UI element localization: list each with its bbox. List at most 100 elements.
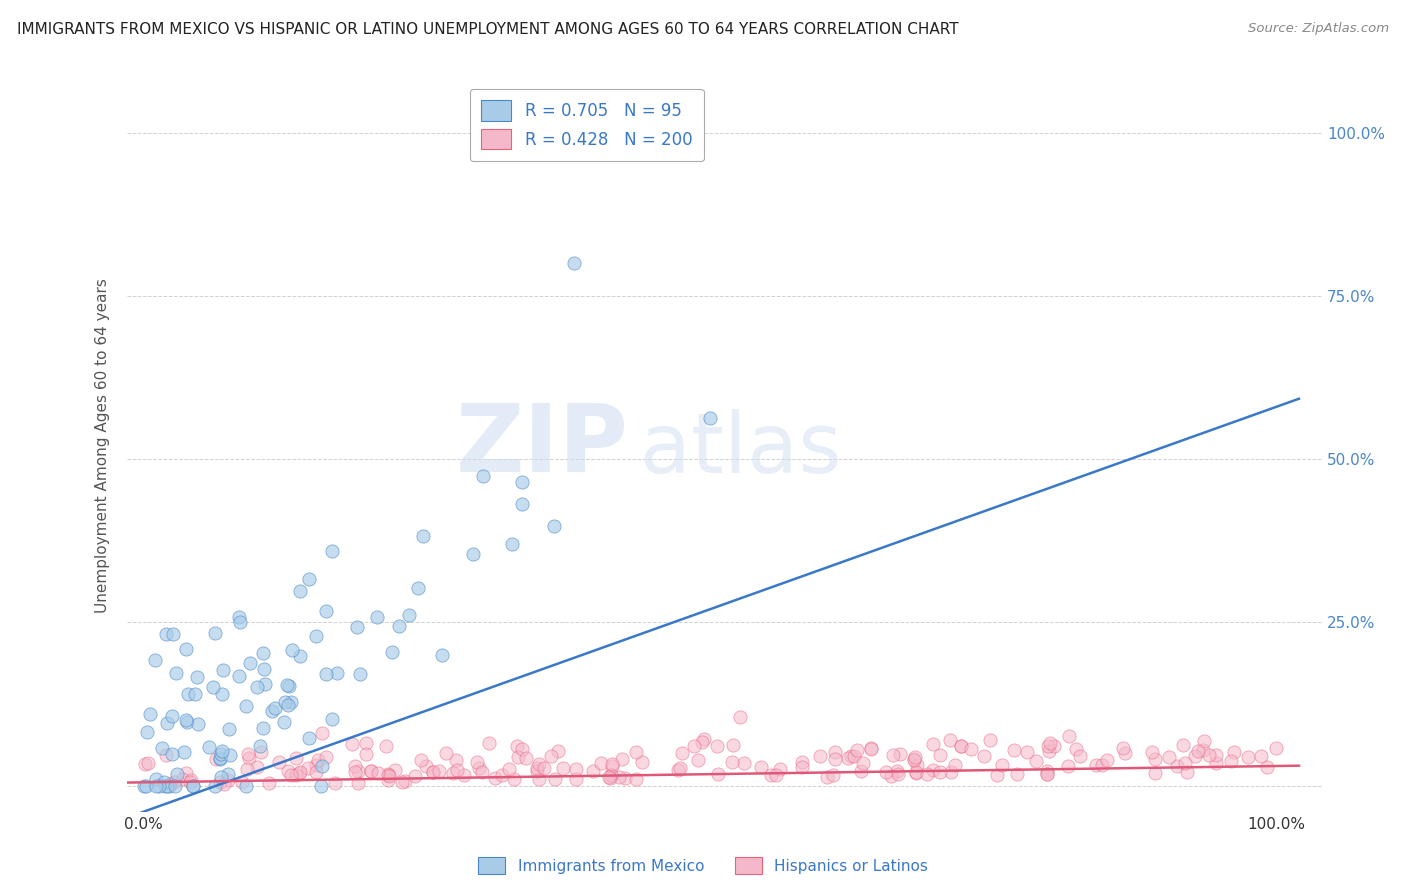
Point	[824, 751, 846, 765]
Point	[409, 753, 432, 767]
Point	[155, 715, 177, 730]
Point	[1007, 767, 1029, 781]
Point	[298, 731, 321, 745]
Point	[422, 765, 444, 780]
Point	[979, 733, 1001, 747]
Point	[1220, 755, 1243, 769]
Point	[526, 761, 548, 775]
Point	[837, 751, 859, 765]
Point	[184, 687, 207, 701]
Point	[905, 757, 928, 772]
Point	[174, 766, 197, 780]
Point	[311, 725, 333, 739]
Point	[162, 627, 184, 641]
Point	[377, 768, 399, 782]
Point	[506, 739, 529, 753]
Point	[236, 762, 259, 776]
Point	[187, 717, 209, 731]
Point	[929, 765, 952, 780]
Point	[381, 645, 404, 659]
Point	[145, 772, 167, 786]
Point	[323, 776, 346, 790]
Point	[852, 756, 875, 770]
Point	[1002, 742, 1025, 756]
Point	[1066, 742, 1088, 756]
Point	[135, 725, 157, 739]
Point	[404, 769, 426, 783]
Point	[166, 665, 188, 680]
Point	[1036, 767, 1059, 781]
Point	[202, 680, 225, 694]
Point	[434, 746, 457, 760]
Point	[565, 762, 588, 776]
Point	[1112, 740, 1135, 755]
Point	[280, 642, 302, 657]
Point	[252, 662, 274, 676]
Point	[478, 736, 501, 750]
Point	[209, 770, 232, 784]
Point	[446, 763, 468, 777]
Point	[285, 768, 308, 782]
Point	[1250, 748, 1272, 763]
Point	[321, 544, 343, 558]
Point	[1091, 758, 1114, 772]
Point	[378, 769, 401, 783]
Point	[527, 772, 550, 786]
Point	[540, 749, 562, 764]
Point	[880, 769, 903, 783]
Point	[315, 750, 337, 764]
Point	[526, 764, 548, 779]
Point	[510, 497, 533, 511]
Point	[631, 756, 654, 770]
Point	[217, 767, 239, 781]
Point	[929, 747, 952, 762]
Point	[1166, 758, 1188, 772]
Point	[311, 758, 333, 772]
Point	[366, 609, 388, 624]
Point	[792, 760, 814, 774]
Point	[683, 739, 706, 753]
Point	[991, 758, 1014, 772]
Point	[905, 764, 928, 779]
Point	[506, 750, 529, 764]
Point	[669, 761, 692, 775]
Point	[181, 779, 204, 793]
Point	[367, 765, 389, 780]
Point	[239, 656, 262, 670]
Point	[315, 667, 337, 681]
Point	[177, 687, 200, 701]
Legend: R = 0.705   N = 95, R = 0.428   N = 200: R = 0.705 N = 95, R = 0.428 N = 200	[470, 88, 704, 161]
Point	[229, 615, 252, 629]
Point	[159, 776, 181, 790]
Point	[441, 766, 464, 780]
Point	[1237, 750, 1260, 764]
Point	[208, 751, 231, 765]
Point	[945, 757, 967, 772]
Point	[1192, 734, 1215, 748]
Point	[544, 772, 567, 787]
Point	[917, 766, 939, 780]
Point	[346, 619, 368, 633]
Point	[288, 766, 311, 780]
Point	[309, 779, 332, 793]
Point	[165, 779, 187, 793]
Point	[728, 710, 751, 724]
Point	[394, 774, 416, 789]
Point	[153, 774, 176, 789]
Point	[904, 750, 927, 764]
Point	[162, 747, 184, 761]
Legend: Immigrants from Mexico, Hispanics or Latinos: Immigrants from Mexico, Hispanics or Lat…	[471, 851, 935, 880]
Point	[510, 742, 533, 756]
Point	[374, 739, 396, 754]
Point	[666, 763, 689, 777]
Point	[690, 735, 713, 749]
Point	[859, 742, 882, 756]
Point	[533, 761, 555, 775]
Point	[277, 764, 299, 779]
Point	[1025, 754, 1047, 768]
Point	[1223, 745, 1246, 759]
Point	[179, 775, 201, 789]
Point	[228, 610, 250, 624]
Point	[939, 765, 962, 780]
Point	[922, 764, 945, 778]
